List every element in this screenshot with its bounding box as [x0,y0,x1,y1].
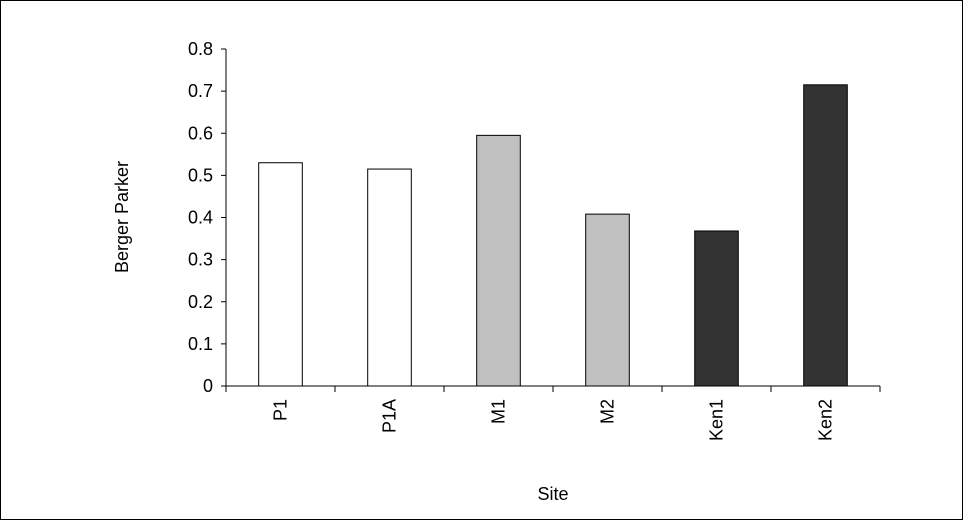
y-tick-label: 0.3 [188,250,213,270]
y-tick-label: 0.8 [188,39,213,59]
bar-p1 [258,162,303,387]
y-tick-label: 0.2 [188,292,213,312]
x-tick-label: P1A [380,399,400,433]
y-tick-label: 0.4 [188,208,213,228]
y-tick-label: 0 [203,376,213,396]
plot-area: 0 0.1 0.2 0.3 0.4 0.5 0.6 0.7 0.8 P1 P1A M1 M2 Ken1 Ke… [188,39,881,441]
x-tick-label: M2 [598,399,618,424]
bar-m1 [476,134,521,387]
y-tick-label: 0.7 [188,81,213,101]
y-tick-label: 0.1 [188,334,213,354]
y-tick-label: 0.6 [188,123,213,143]
x-tick-label: P1 [271,399,291,421]
x-tick-label: Ken2 [816,399,836,441]
x-axis-title: Site [537,484,568,504]
bar-m2 [585,213,630,387]
y-axis-title: Berger Parker [112,161,132,273]
y-tick-label: 0.5 [188,165,213,185]
x-tick-label: M1 [489,399,509,424]
bar-ken1 [694,230,739,387]
bar-ken2 [803,84,848,387]
x-tick-label: Ken1 [707,399,727,441]
bar-p1a [367,168,412,387]
